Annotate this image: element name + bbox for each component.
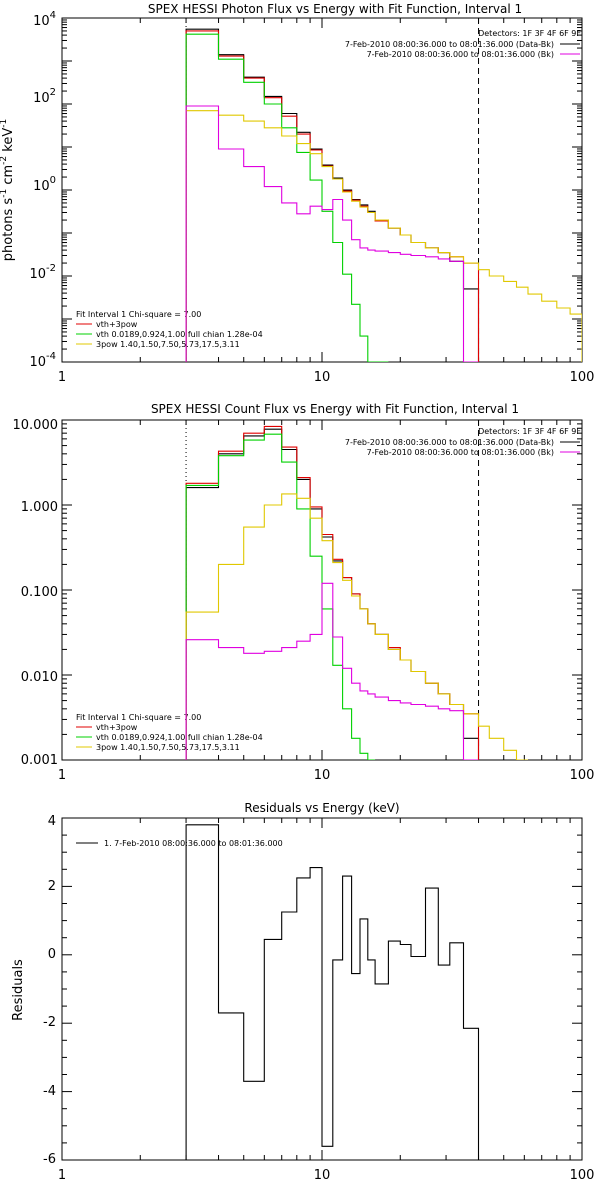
panel-2-plot: 1 10 100 <box>58 817 595 1183</box>
x-tick-label: 1 <box>58 1168 66 1183</box>
count-legend-3pow: 3pow 1.40,1.50,7.50,5.73,17.5,3.11 <box>96 743 240 752</box>
series-bk-line <box>185 105 479 362</box>
residuals-ytick-m6: -6 <box>43 1152 56 1167</box>
photon-legend-bottom-left: Fit Interval 1 Chi-square = 7.00 vth+3po… <box>76 310 263 349</box>
residuals-ytick-4: 4 <box>48 814 56 829</box>
photon-legend-top-right: Detectors: 1F 3F 4F 6F 9F 7-Feb-2010 08:… <box>345 29 582 59</box>
count-y-tick-labels: 0.001 0.010 0.100 1.000 10.000 <box>13 418 59 768</box>
panel-1-x-ticks <box>61 420 583 760</box>
photon-fit-header: Fit Interval 1 Chi-square = 7.00 <box>76 310 201 319</box>
photon-legend-total: vth+3pow <box>96 320 138 329</box>
series-3pow-line <box>185 110 582 362</box>
count-ytick-10.000: 10.000 <box>13 418 59 433</box>
x-tick-label: 100 <box>570 1168 595 1183</box>
series-vth-line <box>185 433 376 760</box>
photon-panel-title: SPEX HESSI Photon Flux vs Energy with Fi… <box>148 2 522 16</box>
series-bk-line <box>185 582 479 760</box>
photon-ytick-1e-4: 10-4 <box>29 351 56 370</box>
residuals-y-tick-labels: -6 -4 -2 0 2 4 <box>43 814 56 1167</box>
photon-legend-3pow: 3pow 1.40,1.50,7.50,5.73,17.5,3.11 <box>96 340 240 349</box>
panel-0-plot: 1 10 100 <box>58 17 595 385</box>
count-ytick-0.100: 0.100 <box>21 585 58 600</box>
photon-ytick-1e4: 104 <box>33 10 56 29</box>
count-fit-header: Fit Interval 1 Chi-square = 7.00 <box>76 713 201 722</box>
photon-legend-bk: 7-Feb-2010 08:00:36.000 to 08:01:36.000 … <box>367 50 554 59</box>
count-ytick-0.010: 0.010 <box>21 670 58 685</box>
count-ytick-1.000: 1.000 <box>21 500 58 515</box>
count-legend-data-bk: 7-Feb-2010 08:00:36.000 to 08:01:36.000 … <box>345 438 554 447</box>
residuals-y-axis-label: Residuals <box>11 959 26 1021</box>
panel-1-plot: 1 10 100 <box>58 419 595 783</box>
count-flux-panel: SPEX HESSI Count Flux vs Energy with Fit… <box>13 402 582 768</box>
x-tick-label: 10 <box>314 1168 331 1183</box>
series-data-bk-line <box>185 28 480 362</box>
photon-legend-vth: vth 0.0189,0.924,1.00 full chian 1.28e-0… <box>96 330 263 339</box>
series-series-line <box>185 824 480 1160</box>
x-tick-label: 100 <box>570 370 595 385</box>
x-tick-label: 100 <box>570 768 595 783</box>
photon-y-tick-labels: 10-4 10-2 100 102 104 <box>29 10 56 370</box>
photon-legend-data-bk: 7-Feb-2010 08:00:36.000 to 08:01:36.000 … <box>345 40 554 49</box>
residuals-ytick-2: 2 <box>48 879 56 894</box>
x-tick-label: 10 <box>314 768 331 783</box>
panel-1-y-ticks <box>62 419 582 761</box>
residuals-legend-text: 1. 7-Feb-2010 08:00:36.000 to 08:01:36.0… <box>104 839 283 848</box>
count-panel-title: SPEX HESSI Count Flux vs Energy with Fit… <box>151 402 519 416</box>
panel-0-x-tick-labels: 1 10 100 <box>58 370 595 385</box>
series-vth-3pow-line <box>185 30 480 362</box>
x-tick-label: 1 <box>58 768 66 783</box>
x-tick-label: 1 <box>58 370 66 385</box>
count-ytick-0.001: 0.001 <box>21 753 58 768</box>
count-legend-bottom-left: Fit Interval 1 Chi-square = 7.00 vth+3po… <box>76 713 263 752</box>
panel-1-x-tick-labels: 1 10 100 <box>58 768 595 783</box>
photon-ytick-1e-2: 10-2 <box>29 263 56 282</box>
residuals-ytick-0: 0 <box>48 947 56 962</box>
panel-2-y-ticks <box>62 817 582 1161</box>
count-legend-top-right: Detectors: 1F 3F 4F 6F 9F 7-Feb-2010 08:… <box>345 427 582 457</box>
x-tick-label: 10 <box>314 370 331 385</box>
count-legend-bk: 7-Feb-2010 08:00:36.000 to 08:01:36.000 … <box>367 448 554 457</box>
residuals-panel: Residuals vs Energy (keV) Residuals -6 -… <box>11 801 400 1167</box>
residuals-legend: 1. 7-Feb-2010 08:00:36.000 to 08:01:36.0… <box>76 839 283 848</box>
photon-flux-panel: SPEX HESSI Photon Flux vs Energy with Fi… <box>0 2 581 370</box>
series-vth-line <box>185 33 389 362</box>
photon-detectors-label: Detectors: 1F 3F 4F 6F 9F <box>478 29 581 38</box>
photon-ytick-1e2: 102 <box>33 87 56 106</box>
count-detectors-label: Detectors: 1F 3F 4F 6F 9F <box>478 427 581 436</box>
panel-2-x-ticks <box>61 818 583 1160</box>
chart-marks: 1 10 100 1 10 100 1 10 100 <box>58 17 595 1183</box>
series-3pow-line <box>185 493 528 760</box>
photon-y-axis-label: photons s-1 cm-2 keV-1 <box>0 119 16 261</box>
residuals-panel-title: Residuals vs Energy (keV) <box>244 801 399 815</box>
panel-2-x-tick-labels: 1 10 100 <box>58 1168 595 1183</box>
count-legend-total: vth+3pow <box>96 723 138 732</box>
photon-ytick-1e0: 100 <box>33 175 56 194</box>
residuals-ytick-m4: -4 <box>43 1084 56 1099</box>
residuals-ytick-m2: -2 <box>43 1015 56 1030</box>
count-legend-vth: vth 0.0189,0.924,1.00 full chian 1.28e-0… <box>96 733 263 742</box>
panel-0-y-ticks <box>62 17 582 363</box>
